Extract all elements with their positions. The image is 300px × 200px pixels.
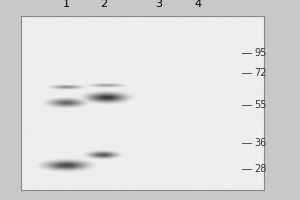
Text: 36: 36: [254, 138, 266, 148]
Text: 95: 95: [254, 48, 267, 58]
Text: 28: 28: [254, 164, 267, 174]
Text: 1: 1: [62, 0, 70, 9]
Text: 2: 2: [100, 0, 107, 9]
Text: 4: 4: [195, 0, 202, 9]
Text: 3: 3: [155, 0, 162, 9]
Text: 55: 55: [254, 100, 267, 110]
Text: 72: 72: [254, 68, 267, 78]
